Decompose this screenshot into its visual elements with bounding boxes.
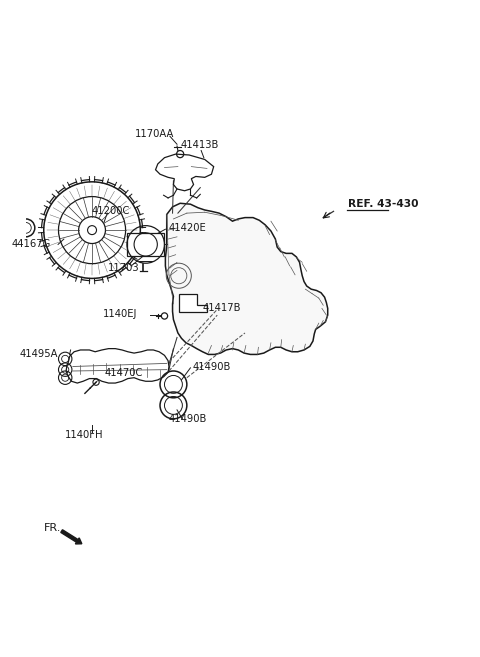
Text: 41200C: 41200C: [92, 206, 131, 216]
Text: 41490B: 41490B: [168, 414, 207, 424]
Text: 41490B: 41490B: [192, 361, 230, 371]
Polygon shape: [66, 349, 169, 383]
FancyArrow shape: [61, 530, 82, 544]
Polygon shape: [179, 294, 206, 311]
Text: 41470C: 41470C: [104, 368, 143, 378]
Text: 1170AA: 1170AA: [135, 129, 174, 139]
Text: 1140EJ: 1140EJ: [102, 309, 137, 319]
Polygon shape: [166, 203, 328, 354]
Text: FR.: FR.: [44, 522, 61, 533]
Text: 1140FH: 1140FH: [65, 430, 103, 440]
Text: 41420E: 41420E: [168, 223, 206, 233]
Text: 41417B: 41417B: [203, 304, 241, 313]
Polygon shape: [127, 233, 165, 256]
Text: 44167G: 44167G: [11, 239, 50, 250]
Circle shape: [44, 182, 140, 279]
Text: 41495A: 41495A: [20, 349, 58, 359]
Text: REF. 43-430: REF. 43-430: [348, 198, 419, 209]
Text: 41413B: 41413B: [180, 140, 218, 150]
Text: 11703: 11703: [108, 263, 139, 273]
Polygon shape: [156, 154, 214, 191]
